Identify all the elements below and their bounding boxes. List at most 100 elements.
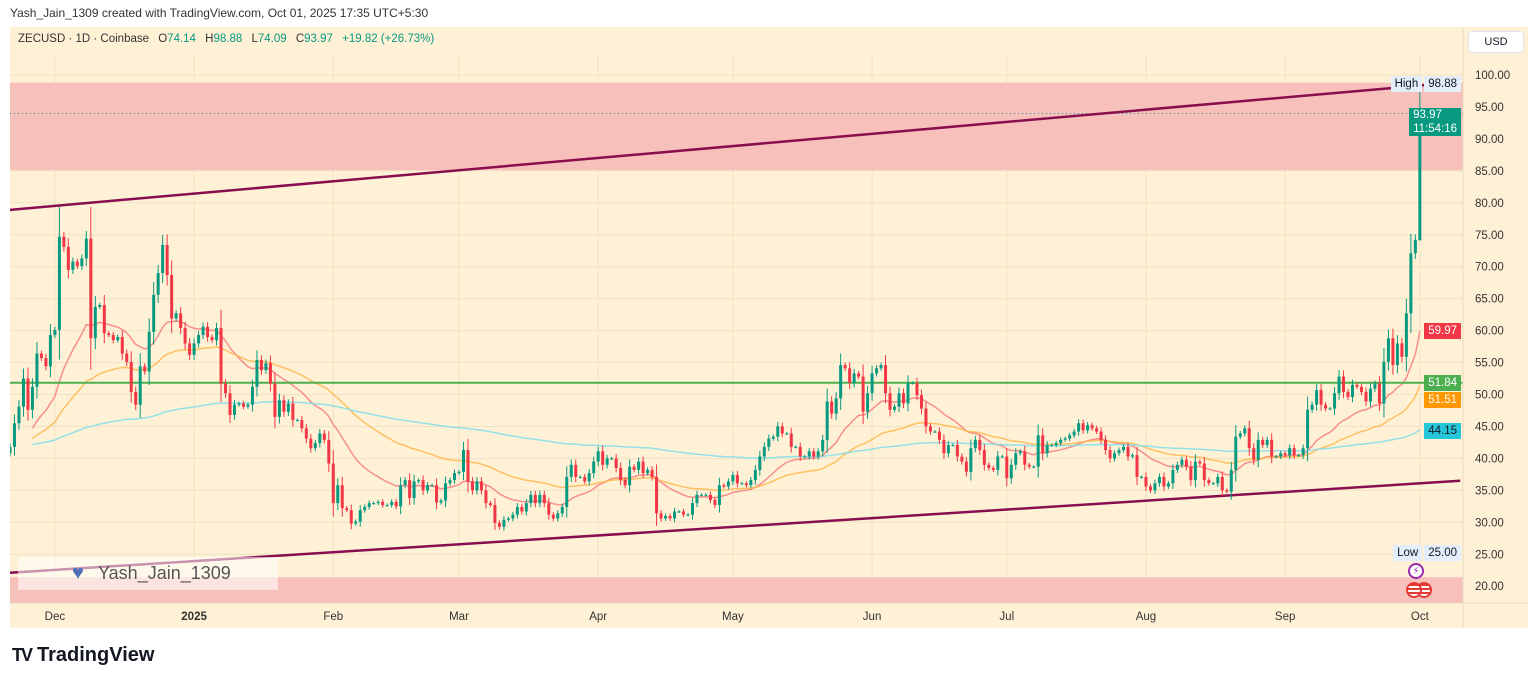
candle-body xyxy=(318,433,322,444)
candle-body xyxy=(435,485,439,503)
candle-body xyxy=(668,515,672,519)
candle-body xyxy=(1377,383,1381,404)
candle-body xyxy=(1184,459,1188,467)
symbol-info[interactable]: ZECUSD · 1D · Coinbase xyxy=(18,33,150,45)
candle-body xyxy=(268,363,272,384)
candle-body xyxy=(62,236,66,247)
candle-body xyxy=(210,336,214,341)
price-axis[interactable]: 20.00 25.00 30.00 35.00 40.00 45.00 50.00 55.00… xyxy=(1462,27,1510,628)
last-price-tag: 93.97 11:54:16 xyxy=(1409,108,1461,136)
candle-body xyxy=(690,503,694,515)
candle-body xyxy=(309,438,313,449)
candle-body xyxy=(1095,428,1099,432)
candle-body xyxy=(488,503,492,506)
lightning-icon[interactable]: ⚡ xyxy=(1408,563,1424,579)
candle-body xyxy=(1153,483,1157,491)
candle-body xyxy=(933,431,937,433)
candle-body xyxy=(417,480,421,482)
candle-body xyxy=(10,446,12,454)
candle-body xyxy=(349,510,353,524)
candle-body xyxy=(1252,448,1256,460)
candle-body xyxy=(340,485,344,509)
candle-body xyxy=(735,475,739,484)
candle-body xyxy=(1409,253,1413,314)
ema-20-tag: 59.97 xyxy=(1424,323,1461,339)
watermark: Yash_Jain_1309 xyxy=(18,557,278,590)
candle-body xyxy=(973,439,977,449)
candle-body xyxy=(605,458,609,465)
close-value: 93.97 xyxy=(304,33,333,45)
candle-body xyxy=(53,329,57,336)
candle-body xyxy=(1108,450,1112,459)
candle-body xyxy=(1077,423,1081,432)
candle-body xyxy=(259,359,263,371)
candle-body xyxy=(206,326,210,337)
candle-body xyxy=(484,490,488,504)
candle-body xyxy=(964,461,968,472)
candle-body xyxy=(1162,476,1166,487)
candle-body xyxy=(565,476,569,507)
time-tick-label: Apr xyxy=(589,611,607,623)
candle-body xyxy=(722,485,726,487)
candle-body xyxy=(228,393,232,415)
candle-body xyxy=(165,244,169,276)
candle-body xyxy=(331,463,335,504)
candle-body xyxy=(1346,391,1350,398)
candle-body xyxy=(1032,466,1036,468)
candle-body xyxy=(955,444,959,457)
chart-credit: Yash_Jain_1309 created with TradingView.… xyxy=(10,6,429,20)
candle-body xyxy=(623,480,627,486)
candle-body xyxy=(996,456,1000,470)
candle-body xyxy=(771,436,775,439)
candle-body xyxy=(277,400,281,417)
candle-body xyxy=(39,353,43,359)
high-value-tag: 98.88 xyxy=(1424,76,1461,92)
candle-body xyxy=(830,401,834,414)
ma-200-line xyxy=(32,401,1421,459)
candle-body xyxy=(1081,423,1085,431)
ma-200-tag: 44.15 xyxy=(1424,423,1461,439)
candle-body xyxy=(403,480,407,486)
candle-body xyxy=(1198,461,1202,464)
low-label: L xyxy=(251,33,258,45)
candle-body xyxy=(147,331,151,372)
candle-body xyxy=(345,508,349,511)
candle-body xyxy=(354,521,358,524)
candle-body xyxy=(1301,448,1305,456)
candle-body xyxy=(655,476,659,514)
candle-body xyxy=(390,501,394,506)
candle-body xyxy=(574,464,578,477)
candle-body xyxy=(192,343,196,355)
time-axis[interactable]: Dec 2025 Feb Mar Apr May Jun Jul Aug Sep Oct xyxy=(10,602,1528,623)
candle-body xyxy=(1324,404,1328,409)
candle-body xyxy=(601,451,605,465)
candle-body xyxy=(951,444,955,446)
candle-body xyxy=(1189,466,1193,481)
currency-button[interactable]: USD xyxy=(1468,31,1524,53)
candle-body xyxy=(1148,486,1152,491)
watermark-text: Yash_Jain_1309 xyxy=(98,563,231,583)
candle-body xyxy=(1364,391,1368,402)
candle-body xyxy=(246,404,250,407)
candle-body xyxy=(506,518,510,520)
candle-body xyxy=(1220,476,1224,491)
candle-body xyxy=(731,475,735,482)
candle-body xyxy=(794,446,798,448)
candle-body xyxy=(1382,361,1386,404)
candle-body xyxy=(524,503,528,512)
candle-body xyxy=(533,494,537,504)
candle-body xyxy=(825,401,829,440)
candle-body xyxy=(255,359,259,387)
candle-body xyxy=(619,467,623,481)
candle-body xyxy=(1099,431,1103,440)
candle-body xyxy=(1261,439,1265,445)
time-tick-label: 2025 xyxy=(181,611,207,623)
symbol-legend: ZECUSD · 1D · Coinbase O74.14 H98.88 L74… xyxy=(18,33,434,45)
candle-body xyxy=(470,481,474,491)
candle-body xyxy=(313,443,317,449)
candle-body xyxy=(376,501,380,504)
candle-body xyxy=(1193,461,1197,481)
us-flag-icon[interactable] xyxy=(1406,582,1422,598)
candle-body xyxy=(224,383,228,394)
